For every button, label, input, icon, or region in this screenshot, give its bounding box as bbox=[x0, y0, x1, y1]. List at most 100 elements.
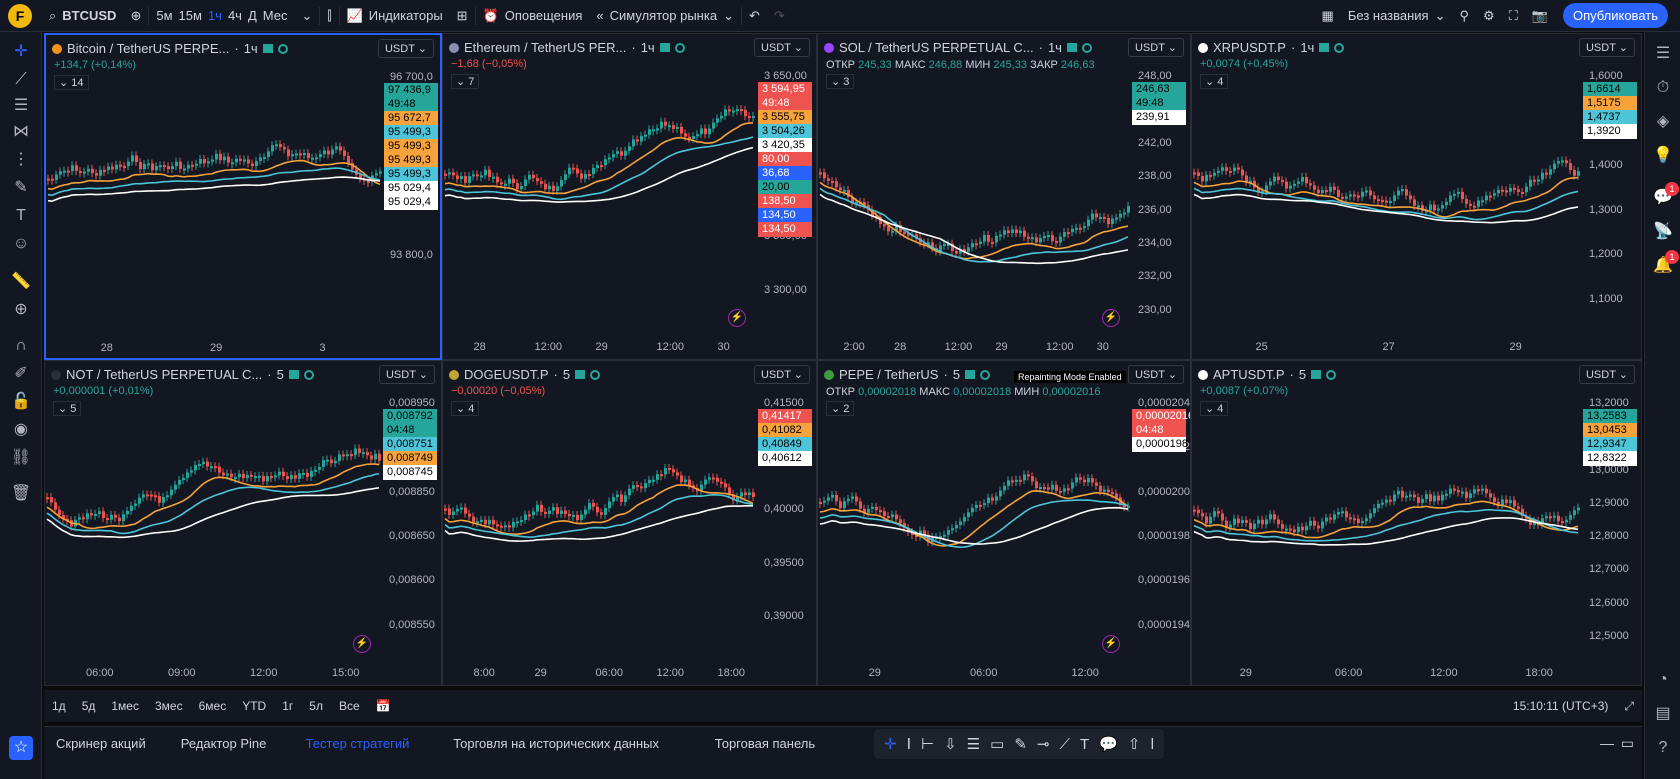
horizontal-lines-icon[interactable]: ☰ bbox=[13, 97, 29, 114]
indicator-count-toggle[interactable]: ⌄ 4 bbox=[1200, 74, 1229, 89]
lightning-icon[interactable]: ⚡ bbox=[1102, 635, 1120, 653]
crosshair-icon[interactable]: ✛ bbox=[14, 43, 28, 60]
price-axis[interactable]: 13,200013,100013,000012,900012,800012,70… bbox=[1583, 389, 1641, 671]
chart-pane-7[interactable]: APTUSDT.P · 5 +0,0087 (+0,07%) ⌄ 4 USDT ⌄ 13,2… bbox=[1191, 360, 1642, 686]
price-axis[interactable]: 0,0089500,0089000,0088500,0086500,008600… bbox=[383, 389, 441, 671]
interval-dropdown[interactable]: ⌄ bbox=[295, 0, 320, 32]
pane-title[interactable]: NOT / TetherUS PERPETUAL C... · 5 bbox=[51, 367, 314, 382]
text-icon[interactable]: T bbox=[1079, 735, 1090, 753]
arrow-down-icon[interactable]: ⇩ bbox=[944, 736, 957, 753]
chart-pane-1[interactable]: Ethereum / TetherUS PER... · 1ч −1,68 (−0,0… bbox=[442, 33, 817, 360]
streams-icon[interactable]: 📡 bbox=[1653, 223, 1673, 240]
app-logo[interactable]: F bbox=[8, 3, 32, 28]
flag-icon[interactable] bbox=[1319, 43, 1330, 52]
pane-title[interactable]: Bitcoin / TetherUS PERPE... · 1ч bbox=[52, 41, 288, 56]
chart-pane-4[interactable]: NOT / TetherUS PERPETUAL C... · 5 +0,000001… bbox=[44, 360, 442, 686]
chart-canvas[interactable] bbox=[443, 361, 756, 647]
time-axis[interactable]: 28 12:00 29 12:00 30 bbox=[443, 341, 758, 357]
replay-button[interactable]: « Симулятор рынка ⌄ bbox=[589, 0, 741, 32]
indicator-count-toggle[interactable]: ⌄ 7 bbox=[451, 74, 480, 89]
crosshair-icon[interactable]: ✛ bbox=[884, 736, 897, 753]
chart-canvas[interactable] bbox=[1192, 361, 1581, 647]
text-cursor-icon[interactable]: Ⅰ bbox=[906, 736, 912, 753]
restore-icon[interactable]: ▭ bbox=[1620, 735, 1634, 751]
fib-icon[interactable]: ⋮ bbox=[13, 151, 29, 168]
chart-pane-3[interactable]: XRPUSDT.P · 1ч +0,0074 (+0,45%) ⌄ 4 USDT ⌄ 1,6… bbox=[1191, 33, 1642, 360]
currency-select[interactable]: USDT ⌄ bbox=[753, 365, 810, 384]
chart-pane-5[interactable]: DOGEUSDT.P · 5 −0,00020 (−0,05%) ⌄ 4 USDT ⌄ 0,… bbox=[442, 360, 817, 686]
indicator-count-toggle[interactable]: ⌄ 2 bbox=[826, 401, 855, 416]
indicator-count-toggle[interactable]: ⌄ 3 bbox=[826, 74, 855, 89]
watchlist-icon[interactable]: ☰ bbox=[1655, 45, 1671, 62]
range-1[interactable]: 5д bbox=[81, 699, 96, 713]
currency-select[interactable]: USDT ⌄ bbox=[753, 38, 810, 57]
zoom-icon[interactable]: ⊕ bbox=[14, 301, 28, 318]
chart-canvas[interactable] bbox=[818, 34, 1130, 321]
price-axis[interactable]: 3 650,003 550,003 450,003 350,003 300,00… bbox=[758, 62, 816, 345]
chart-pane-6[interactable]: PEPE / TetherUS · 5 Repainting Mode Enabled… bbox=[817, 360, 1191, 686]
time-axis[interactable]: 29 06:00 12:00 18:00 bbox=[1192, 667, 1583, 683]
interval-5[interactable]: Мес bbox=[262, 8, 288, 23]
flag-icon[interactable] bbox=[1066, 43, 1077, 52]
range-6[interactable]: 1г bbox=[282, 699, 294, 713]
time-axis[interactable]: 29 06:00 12:00 bbox=[818, 667, 1132, 683]
bottom-tab-2[interactable]: Тестер стратегий bbox=[305, 736, 410, 751]
currency-select[interactable]: USDT ⌄ bbox=[1578, 365, 1635, 384]
symbol-search[interactable]: ⌕ BTCUSD bbox=[42, 0, 123, 32]
fullscreen-button[interactable]: ⛶ bbox=[1502, 0, 1525, 32]
range-2[interactable]: 1мес bbox=[111, 699, 139, 713]
chart-pane-0[interactable]: Bitcoin / TetherUS PERPE... · 1ч +134,7 (+0… bbox=[44, 33, 442, 360]
comment-icon[interactable]: 💬 bbox=[1099, 736, 1118, 753]
magnet-icon[interactable]: ∩ bbox=[15, 337, 27, 354]
interval-1[interactable]: 15м bbox=[178, 8, 202, 23]
range-icon[interactable]: ⊢ bbox=[921, 736, 935, 753]
range-3[interactable]: 3мес bbox=[154, 699, 183, 713]
currency-select[interactable]: USDT ⌄ bbox=[378, 365, 435, 384]
pane-title[interactable]: SOL / TetherUS PERPETUAL C... · 1ч bbox=[824, 40, 1092, 55]
price-axis[interactable]: 0,415000,410000,400000,395000,390000,414… bbox=[758, 389, 816, 671]
link-icon[interactable]: ⛓ bbox=[10, 449, 32, 466]
clock-label[interactable]: 15:10:11 (UTC+3) bbox=[1512, 699, 1609, 713]
chart-type-button[interactable]: ⫿ bbox=[320, 0, 338, 32]
interval-3[interactable]: 4ч bbox=[227, 8, 242, 23]
favorites-star-icon[interactable]: ☆ bbox=[9, 736, 33, 760]
indicator-count-toggle[interactable]: ⌄ 4 bbox=[451, 401, 480, 416]
chart-canvas[interactable] bbox=[45, 361, 381, 647]
redo-button[interactable]: ↷ bbox=[767, 0, 792, 32]
alerts-clock-icon[interactable]: ⏱ bbox=[1656, 79, 1670, 96]
indicator-count-toggle[interactable]: ⌄ 5 bbox=[53, 401, 82, 416]
snapshot-button[interactable]: 📷 bbox=[1525, 0, 1555, 32]
settings-button[interactable]: ⚙ bbox=[1476, 0, 1502, 32]
lines-icon[interactable]: ☰ bbox=[966, 736, 981, 753]
undo-button[interactable]: ↶ bbox=[742, 0, 767, 32]
layout-name[interactable]: Без названия ⌄ bbox=[1341, 0, 1453, 32]
range-8[interactable]: Все bbox=[338, 699, 360, 713]
trash-icon[interactable]: 🗑 bbox=[10, 485, 32, 502]
layers-icon[interactable]: ◈ bbox=[1656, 113, 1670, 130]
flag-icon[interactable] bbox=[659, 43, 670, 52]
bottom-tab-3[interactable]: Торговля на исторических данных bbox=[453, 736, 659, 751]
lightning-icon[interactable]: ⚡ bbox=[353, 635, 371, 653]
chart-pane-2[interactable]: SOL / TetherUS PERPETUAL C... · 1ч ОТКР 245… bbox=[817, 33, 1191, 360]
flag-icon[interactable] bbox=[1311, 370, 1322, 379]
range-4[interactable]: 6мес bbox=[198, 699, 227, 713]
currency-select[interactable]: USDT ⌄ bbox=[1578, 38, 1635, 57]
lightning-icon[interactable]: ⚡ bbox=[1102, 309, 1120, 327]
notifications-bell-icon[interactable]: 🔔 1 bbox=[1651, 250, 1679, 278]
price-axis[interactable]: 248,00244,00242,00238,00236,00234,00232,… bbox=[1132, 62, 1190, 345]
arrow-up-icon[interactable]: ⇧ bbox=[1127, 736, 1141, 753]
flag-icon[interactable] bbox=[262, 44, 273, 53]
quick-search-button[interactable]: ⚲ bbox=[1453, 0, 1477, 32]
interval-0[interactable]: 5м bbox=[156, 8, 173, 23]
ideas-bulb-icon[interactable]: 💡 bbox=[1653, 147, 1673, 164]
ruler-icon[interactable]: 📏 bbox=[11, 273, 31, 290]
publish-button[interactable]: Опубликовать bbox=[1562, 3, 1668, 28]
pane-title[interactable]: PEPE / TetherUS · 5 bbox=[824, 367, 991, 382]
price-axis[interactable]: 96 700,095 900,093 800,097 436,949:4895 … bbox=[384, 63, 440, 346]
pencil-lock-icon[interactable]: ✐ bbox=[14, 365, 28, 382]
indicator-count-toggle[interactable]: ⌄ 4 bbox=[1200, 401, 1229, 416]
chat-icon[interactable]: 💬 1 bbox=[1651, 182, 1679, 210]
compare-button[interactable]: ⊕ bbox=[123, 0, 148, 32]
text-icon[interactable]: T bbox=[16, 207, 26, 224]
chart-canvas[interactable] bbox=[1192, 34, 1581, 321]
